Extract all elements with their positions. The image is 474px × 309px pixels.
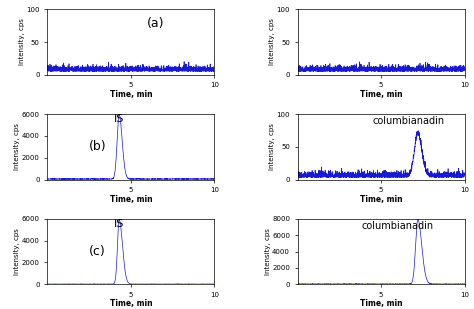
- X-axis label: Time, min: Time, min: [109, 195, 152, 204]
- Text: (c): (c): [89, 245, 106, 258]
- Y-axis label: Intensity, cps: Intensity, cps: [264, 228, 271, 275]
- Y-axis label: Intensity, cps: Intensity, cps: [19, 19, 25, 66]
- Text: columbianadin: columbianadin: [373, 116, 445, 126]
- X-axis label: Time, min: Time, min: [360, 195, 402, 204]
- X-axis label: Time, min: Time, min: [109, 90, 152, 99]
- X-axis label: Time, min: Time, min: [360, 90, 402, 99]
- Y-axis label: Intensity, cps: Intensity, cps: [14, 123, 20, 170]
- X-axis label: Time, min: Time, min: [360, 299, 402, 308]
- Y-axis label: Intensity, cps: Intensity, cps: [14, 228, 20, 275]
- Text: (b): (b): [89, 140, 106, 153]
- X-axis label: Time, min: Time, min: [109, 299, 152, 308]
- Text: IS: IS: [114, 219, 125, 229]
- Y-axis label: Intensity, cps: Intensity, cps: [269, 123, 275, 170]
- Text: IS: IS: [114, 114, 125, 124]
- Text: columbianadin: columbianadin: [361, 221, 433, 231]
- Text: (a): (a): [147, 17, 164, 30]
- Y-axis label: Intensity, cps: Intensity, cps: [269, 19, 275, 66]
